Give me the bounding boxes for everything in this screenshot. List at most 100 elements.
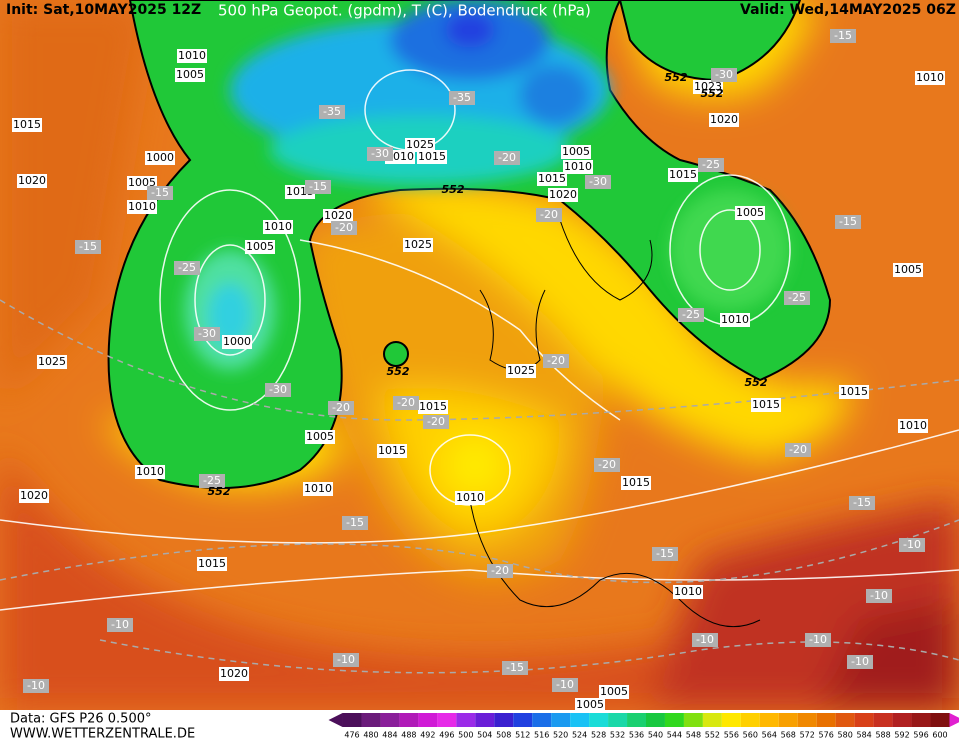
isobar-label-box xyxy=(548,188,578,202)
temperature-label-box xyxy=(342,516,368,530)
isobar-label-box xyxy=(893,263,923,277)
colorbar-swatch xyxy=(570,713,590,727)
colorbar: 476 480 484 488 492 496 500 504 508 512 516 520 524 5… xyxy=(328,713,959,740)
height-label: 552 xyxy=(442,183,465,196)
isobar-label: 1015 xyxy=(378,444,406,457)
colorbar-swatch xyxy=(342,713,362,727)
isobar-label: 1020 xyxy=(220,667,248,680)
temperature-label: -20 xyxy=(491,564,509,577)
colorbar-arrow-right xyxy=(949,713,959,727)
isobar-label-box xyxy=(145,151,175,165)
init-time: Init: Sat,10MAY2025 12Z xyxy=(6,2,201,18)
isobar-label-box xyxy=(417,150,447,164)
temperature-label: -30 xyxy=(715,68,733,81)
isobar-label: 1020 xyxy=(18,174,46,187)
temperature-label-box xyxy=(585,175,611,189)
isobar-label: 1015 xyxy=(840,385,868,398)
temperature-label-box xyxy=(678,308,704,322)
temperature-label-box xyxy=(147,186,173,200)
isobar-label-box xyxy=(323,209,353,223)
temperature-label: -25 xyxy=(178,261,196,274)
isobar-label: 1020 xyxy=(20,489,48,502)
colorbar-tick-label: 572 xyxy=(800,731,815,740)
colorbar-tick-label: 512 xyxy=(515,731,530,740)
isobar-label-box xyxy=(37,355,67,369)
temperature-label: -10 xyxy=(809,633,827,646)
temperature-label-box xyxy=(449,91,475,105)
isobar-label-box xyxy=(898,419,928,433)
temperature-label-box xyxy=(75,240,101,254)
website: WWW.WETTERZENTRALE.DE xyxy=(10,727,195,741)
isobar-label-box xyxy=(599,685,629,699)
temperature-label: -35 xyxy=(323,105,341,118)
temperature-label: -10 xyxy=(903,538,921,551)
isobar-label: 1005 xyxy=(894,263,922,276)
isobar-label: 1000 xyxy=(146,151,174,164)
colorbar-swatch xyxy=(646,713,665,727)
colorbar-swatch xyxy=(513,713,533,727)
temperature-label: -35 xyxy=(453,91,471,104)
isobar-label: 1005 xyxy=(246,240,274,253)
temperature-label-box xyxy=(23,679,49,693)
isobar-label: 1025 xyxy=(406,138,434,151)
isobar-label: 1005 xyxy=(600,685,628,698)
isobar-label: 1015 xyxy=(13,118,41,131)
colorbar-swatch xyxy=(892,713,912,727)
temperature-label: -10 xyxy=(111,618,129,631)
colorbar-tick-label: 524 xyxy=(572,731,587,740)
isobar-label-box xyxy=(506,364,536,378)
colorbar-tick-label: 584 xyxy=(856,731,871,740)
isobar-label-box xyxy=(245,240,275,254)
colorbar-tick-label: 532 xyxy=(610,731,625,740)
valid-time: Valid: Wed,14MAY2025 06Z xyxy=(740,2,956,18)
colorbar-tick-label: 508 xyxy=(496,731,511,740)
colorbar-swatch xyxy=(551,713,571,727)
colorbar-swatch xyxy=(475,713,495,727)
colorbar-tick-label: 556 xyxy=(724,731,739,740)
temperature-label-box xyxy=(331,221,357,235)
isobar-label: 1010 xyxy=(456,491,484,504)
colorbar-swatch xyxy=(721,713,741,727)
temperature-label-box xyxy=(692,633,718,647)
colorbar-swatch xyxy=(380,713,400,727)
temperature-label-box xyxy=(835,215,861,229)
isobar-label: 1023 xyxy=(694,80,722,93)
colorbar-tick-label: 552 xyxy=(705,731,720,740)
colorbar-tick-label: 484 xyxy=(382,731,397,740)
colorbar-swatch xyxy=(835,713,855,727)
temperature-label-box xyxy=(174,261,200,275)
isobar-label-box xyxy=(377,444,407,458)
colorbar-swatch xyxy=(702,713,722,727)
colorbar-tick-label: 492 xyxy=(420,731,435,740)
colorbar-swatch xyxy=(456,713,476,727)
temperature-label-box xyxy=(502,661,528,675)
colorbar-tick-label: 580 xyxy=(838,731,853,740)
colorbar-tick-label: 516 xyxy=(534,731,549,740)
isobar-label: 1005 xyxy=(128,176,156,189)
temperature-label: -15 xyxy=(79,240,97,253)
isobar-label-box xyxy=(720,313,750,327)
height-label: 552 xyxy=(387,365,410,378)
isobar-label: 1010 xyxy=(178,49,206,62)
temperature-label-box xyxy=(552,678,578,692)
colorbar-swatch xyxy=(759,713,779,727)
isobar-label-box xyxy=(839,385,869,399)
colorbar-tick-label: 568 xyxy=(781,731,796,740)
isobar-label-box xyxy=(175,68,205,82)
temperature-label: -10 xyxy=(696,633,714,646)
temperature-label-box xyxy=(785,443,811,457)
isobar-label-box xyxy=(735,206,765,220)
isobar-label-box xyxy=(403,238,433,252)
colorbar-swatch xyxy=(399,713,419,727)
temperature-label-box xyxy=(652,547,678,561)
colorbar-swatch xyxy=(589,713,609,727)
colorbar-tick-label: 544 xyxy=(667,731,682,740)
isobar-label: 1025 xyxy=(38,355,66,368)
temperature-label: -20 xyxy=(498,151,516,164)
colorbar-swatch xyxy=(608,713,628,727)
temperature-label: -25 xyxy=(702,158,720,171)
colorbar-swatch xyxy=(930,713,950,727)
colorbar-tick-label: 480 xyxy=(363,731,378,740)
